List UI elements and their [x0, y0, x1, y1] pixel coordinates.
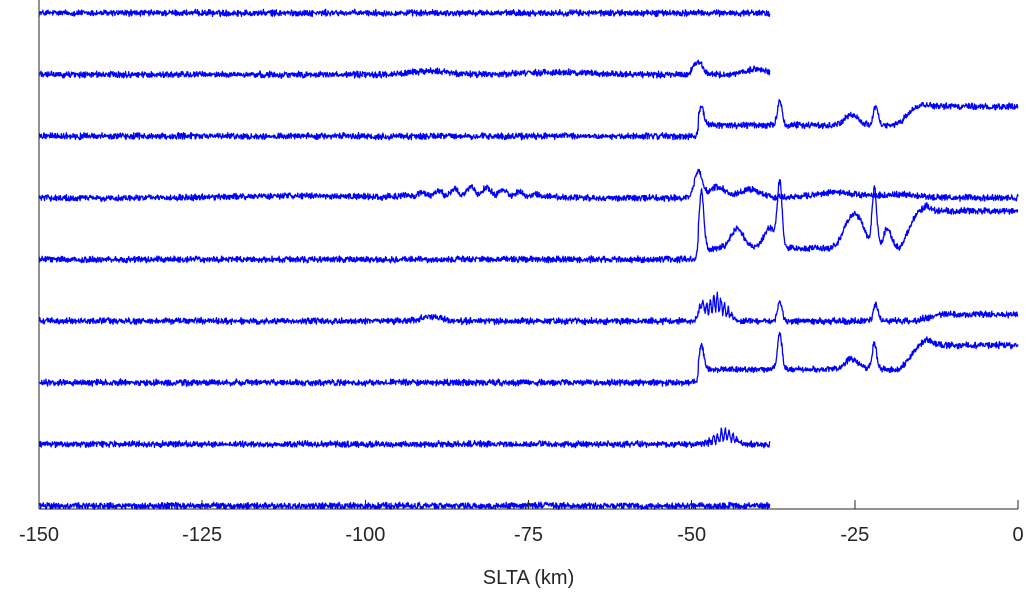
series-trace-7	[38, 331, 1019, 387]
x-tick-label: -125	[182, 524, 222, 546]
x-tick-label: 0	[1012, 524, 1023, 546]
series-trace-4	[38, 168, 1019, 203]
x-tick-label: -25	[840, 524, 869, 546]
series-trace-1	[38, 8, 771, 18]
series-trace-3	[38, 99, 1019, 141]
x-tick-label: -50	[677, 524, 706, 546]
series-trace-2	[38, 59, 771, 79]
traces-layer	[38, 8, 1019, 511]
series-trace-9	[38, 501, 771, 511]
x-tick-label: -150	[19, 524, 59, 546]
x-axis-label: SLTA (km)	[483, 567, 574, 589]
series-trace-6	[38, 291, 1019, 326]
series-trace-8	[38, 427, 771, 449]
series-trace-5	[38, 179, 1019, 264]
x-tick-label: -100	[345, 524, 385, 546]
x-tick-label: -75	[514, 524, 543, 546]
axes-layer: -150 -125 -100 -75 -50 -25 0	[19, 0, 1024, 546]
